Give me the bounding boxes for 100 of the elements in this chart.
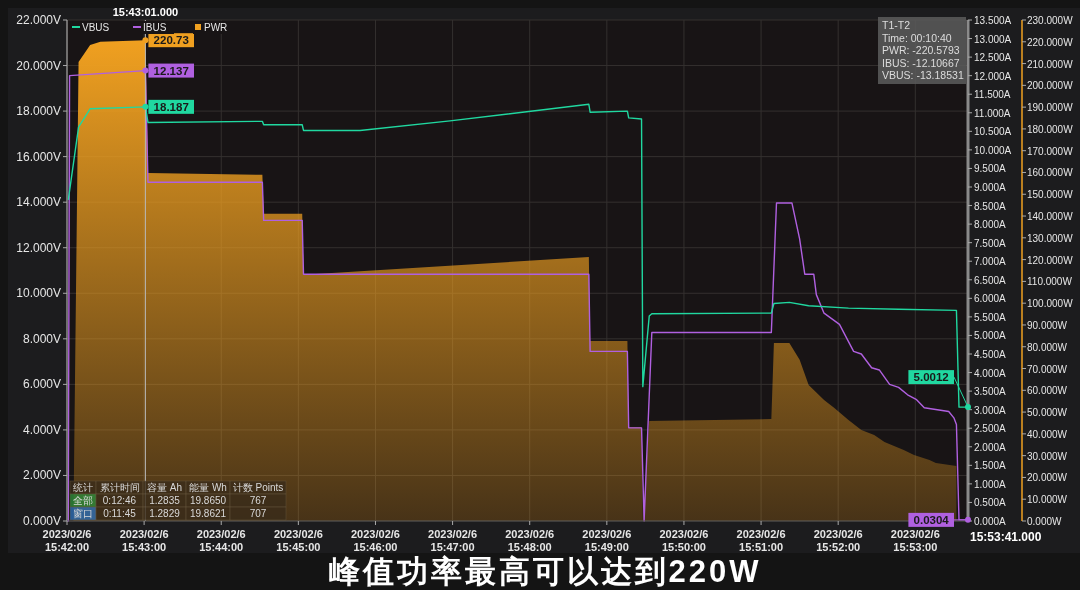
y2-tick-label: 11.500A [974, 89, 1011, 101]
annotation: Time: 00:10:40 [882, 31, 952, 44]
data-label: 0.0304 [913, 513, 950, 526]
y3-tick-label: 110.000W [1027, 276, 1073, 288]
annotation: PWR: -220.5793 [882, 44, 960, 56]
y-tick-label: 12.000V [16, 240, 61, 255]
annotation: 容量 Ah [146, 482, 183, 493]
y2-tick-label: 6.000A [974, 293, 1007, 305]
y3-tick-label: 60.000W [1027, 385, 1068, 397]
y2-tick-label: 5.500A [974, 311, 1007, 323]
data-label: 18.187 [153, 100, 189, 113]
y2-tick-label: 5.000A [974, 330, 1007, 342]
ref-line-label: 15:43:01.000 [112, 6, 179, 18]
y3-tick-label: 30.000W [1027, 450, 1068, 462]
annotation: IBUS: -12.10667 [882, 56, 960, 69]
y2-tick-label: 2.000A [974, 441, 1007, 453]
annotation: 767 [249, 495, 267, 506]
y2-tick-label: 4.000A [974, 367, 1007, 379]
y3-tick-label: 210.000W [1027, 58, 1074, 70]
y3-tick-label: 100.000W [1027, 298, 1074, 310]
text: 峰值功率最高可以达到220W [328, 554, 762, 589]
data-label: 12.137 [153, 64, 189, 77]
x-tick-label: 2023/02/6 15:50:00 [659, 528, 709, 553]
y-tick-label: 20.000V [16, 58, 61, 73]
annotation: 0:11:45 [103, 508, 137, 519]
x-tick-label: 2023/02/6 15:46:00 [351, 528, 400, 553]
y2-tick-label: 13.500A [974, 15, 1012, 26]
y3-tick-label: 80.000W [1027, 341, 1068, 353]
annotation: 统计 [73, 482, 93, 493]
x-tick-label: 2023/02/6 15:47:00 [428, 528, 478, 553]
y2-tick-label: 4.500A [974, 349, 1007, 360]
annotation: 全部 [73, 495, 93, 506]
data-label: 220.73 [153, 34, 189, 47]
label: 0.0304 [908, 512, 971, 527]
annotation: 0:12:46 [102, 495, 137, 506]
y2-tick-label: 0.000A [974, 516, 1007, 527]
data-label: 5.0012 [913, 371, 949, 384]
y-tick-label: 10.000V [16, 286, 61, 301]
y3-tick-label: 160.000W [1027, 167, 1074, 179]
x-tick-label: 2023/02/6 15:52:00 [813, 528, 863, 553]
y2-tick-label: 1.500A [974, 460, 1007, 472]
legend-label: IBUS [143, 22, 167, 33]
y2-tick-label: 11.000A [974, 107, 1011, 119]
y2-tick-label: 12.500A [974, 52, 1012, 64]
y-tick-label: 16.000V [16, 149, 61, 164]
annotation: 计数 Points [232, 482, 284, 493]
annotation: T1-T2 [882, 19, 911, 31]
x-tick-label: 2023/02/6 15:45:00 [273, 528, 323, 553]
y2-tick-label: 3.000A [974, 404, 1007, 416]
y3-tick-label: 0.000W [1027, 516, 1063, 527]
y2-tick-label: 7.500A [974, 237, 1007, 249]
y3-tick-label: 90.000W [1027, 319, 1068, 331]
label: 220.73 [142, 33, 194, 48]
y3-tick-label: 200.000W [1027, 80, 1074, 92]
y3-tick-label: 130.000W [1027, 232, 1074, 244]
y-tick-label: 2.000V [22, 468, 61, 483]
y2-tick-label: 0.500A [974, 497, 1007, 509]
y-tick-label: 22.000V [16, 13, 61, 27]
y3-tick-label: 170.000W [1027, 145, 1074, 157]
y-tick-label: 18.000V [16, 104, 61, 119]
annotation: 1.2829 [149, 508, 181, 519]
annotation: 窗口 [73, 508, 93, 519]
annotation: 累计时间 [99, 482, 140, 493]
legend-label: VBUS [82, 22, 110, 33]
y-tick-label: 6.000V [22, 377, 61, 392]
y2-tick-label: 10.500A [974, 126, 1012, 138]
y2-tick-label: 3.500A [974, 386, 1007, 398]
y-tick-label: 4.000V [22, 422, 61, 437]
y2-tick-label: 8.500A [974, 200, 1007, 212]
y3-tick-label: 120.000W [1027, 254, 1074, 266]
y3-tick-label: 180.000W [1027, 123, 1074, 135]
y2-tick-label: 9.000A [974, 182, 1007, 193]
y3-tick-label: 40.000W [1027, 428, 1068, 440]
y3-tick-label: 10.000W [1027, 494, 1068, 506]
text: 15:53:41.000 [970, 530, 1042, 544]
y-tick-label: 0.000V [22, 514, 61, 528]
annotation: 707 [249, 508, 267, 519]
y3-tick-label: 220.000W [1027, 36, 1074, 48]
y2-tick-label: 13.000A [974, 33, 1012, 45]
y3-tick-label: 150.000W [1027, 189, 1074, 201]
y2-tick-label: 1.000A [974, 478, 1007, 490]
y-tick-label: 14.000V [16, 195, 61, 210]
y2-tick-label: 7.000A [974, 256, 1007, 268]
y3-tick-label: 140.000W [1027, 211, 1074, 223]
y3-tick-label: 190.000W [1027, 102, 1074, 114]
y2-tick-label: 10.000A [974, 144, 1012, 156]
y3-tick-label: 20.000W [1027, 472, 1068, 484]
x-tick-label: 2023/02/6 15:43:00 [119, 528, 169, 553]
x-tick-label: 2023/02/6 15:44:00 [196, 528, 246, 553]
y2-tick-label: 12.000A [974, 70, 1012, 82]
y3-tick-label: 50.000W [1027, 407, 1068, 419]
x-tick-label: 2023/02/6 15:48:00 [505, 528, 555, 553]
x-tick-label: 2023/02/6 15:53:00 [890, 528, 940, 553]
y2-tick-label: 2.500A [974, 423, 1007, 435]
x-tick-label: 2023/02/6 15:49:00 [582, 528, 632, 553]
y2-tick-label: 9.500A [974, 163, 1007, 175]
y3-tick-label: 70.000W [1027, 363, 1068, 375]
y3-tick-label: 230.000W [1027, 15, 1074, 26]
annotation: 能量 Wh [189, 482, 227, 493]
x-tick-label: 2023/02/6 15:42:00 [42, 528, 92, 553]
